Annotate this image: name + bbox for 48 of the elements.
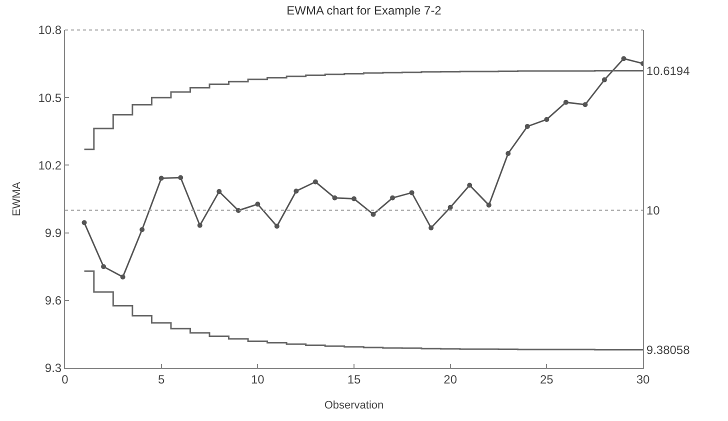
x-tick-label: 20 — [444, 372, 458, 386]
point — [448, 204, 453, 210]
point — [274, 224, 280, 229]
point — [178, 175, 184, 180]
point — [390, 195, 396, 200]
y-tick-label: 9.6 — [44, 294, 62, 308]
point — [101, 264, 106, 270]
x-tick-label: 30 — [636, 372, 650, 386]
point — [544, 116, 550, 122]
point — [82, 220, 87, 226]
y-tick-label: 9.9 — [44, 226, 62, 240]
point — [409, 190, 414, 196]
point — [486, 202, 492, 208]
point — [370, 212, 376, 217]
x-tick-label: 10 — [250, 372, 265, 386]
point — [524, 124, 530, 129]
y-tick-label: 9.3 — [44, 361, 62, 376]
point — [467, 182, 472, 188]
point — [197, 222, 202, 228]
x-tick-label: 5 — [158, 372, 165, 386]
y-tick-label: 10.2 — [38, 158, 62, 172]
y2-tick-label: 10.6194 — [646, 64, 690, 78]
y-tick-label: 10.8 — [38, 23, 62, 38]
line-series — [82, 56, 643, 280]
point — [216, 189, 222, 194]
chart-title: EWMA chart for Example 7-2 — [286, 4, 442, 18]
y-axis-title: EWMA — [10, 181, 23, 216]
point — [621, 56, 626, 62]
x-tick-label: 25 — [540, 372, 554, 386]
point — [352, 196, 356, 202]
x-axis-title: Observation — [324, 400, 384, 412]
y2-tick-label: 10 — [646, 203, 660, 218]
point — [255, 202, 260, 207]
x-tick-label: 15 — [347, 372, 361, 386]
point — [428, 225, 434, 230]
point — [158, 176, 164, 181]
y2-tick-label: 9.38058 — [646, 343, 690, 358]
point — [140, 227, 145, 232]
point — [332, 195, 338, 200]
point — [563, 100, 568, 105]
point — [312, 179, 318, 184]
x-tick-label: 0 — [62, 372, 69, 386]
y-tick-label: 10.5 — [38, 90, 62, 105]
point — [506, 150, 511, 156]
point — [602, 77, 607, 82]
point — [120, 274, 126, 280]
point — [294, 188, 299, 194]
point — [582, 102, 588, 108]
